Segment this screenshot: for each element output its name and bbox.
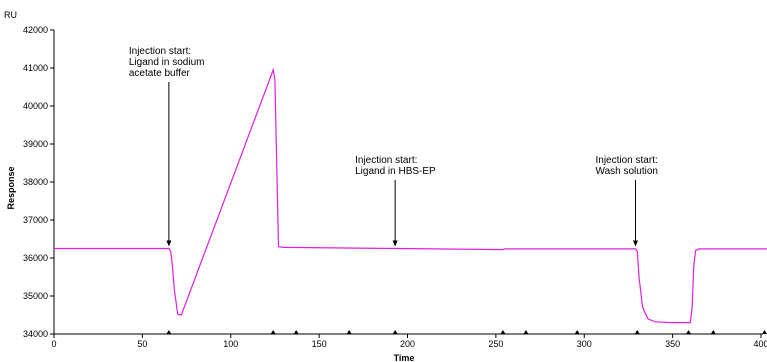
event-marker: [166, 330, 172, 334]
y-tick-label: 34000: [23, 329, 48, 339]
y-unit-label: RU: [4, 10, 17, 20]
annotation-text: Wash solution: [596, 166, 658, 177]
event-marker: [500, 330, 506, 334]
event-marker: [270, 330, 276, 334]
x-tick-label: 100: [223, 339, 238, 349]
annotation-arrow-head: [166, 240, 172, 247]
annotation-text: Injection start:: [596, 155, 658, 166]
y-axis-title: Response: [6, 166, 16, 209]
y-tick-label: 38000: [23, 177, 48, 187]
y-tick-label: 35000: [23, 291, 48, 301]
y-tick-label: 41000: [23, 63, 48, 73]
event-marker: [392, 330, 398, 334]
event-marker: [523, 330, 529, 334]
event-markers: [166, 330, 767, 334]
annotation-text: Ligand in HBS-EP: [355, 166, 436, 177]
annotation-text: Injection start:: [129, 46, 191, 57]
y-tick-label: 39000: [23, 139, 48, 149]
x-axis-title: Time: [394, 353, 415, 362]
y-tick-label: 36000: [23, 253, 48, 263]
annotation-text: Injection start:: [355, 155, 417, 166]
x-tick-label: 0: [51, 339, 56, 349]
axes: 34000 35000 36000 37000 38000 39000 40000 41000…: [23, 25, 767, 349]
annotation-text: Ligand in sodium: [129, 57, 205, 68]
event-marker: [762, 330, 767, 334]
annotation-text: acetate buffer: [129, 68, 191, 79]
response-line: [54, 67, 767, 324]
x-tick-label: 150: [312, 339, 327, 349]
event-marker: [293, 330, 299, 334]
event-marker: [346, 330, 352, 334]
x-tick-label: 200: [400, 339, 415, 349]
event-marker: [686, 330, 692, 334]
series-layer: [54, 67, 767, 324]
x-tick-label: 250: [488, 339, 503, 349]
annotations: Injection start:Ligand in sodiumacetate …: [129, 46, 658, 247]
annotation-arrow-head: [633, 240, 639, 247]
x-tick-label: 350: [665, 339, 680, 349]
event-marker: [574, 330, 580, 334]
annotation-arrow-head: [392, 240, 398, 247]
event-marker: [634, 330, 640, 334]
x-tick-label: 300: [577, 339, 592, 349]
x-tick-label: 400: [753, 339, 767, 349]
x-tick-label: 50: [137, 339, 147, 349]
event-marker: [710, 330, 716, 334]
y-tick-label: 37000: [23, 215, 48, 225]
y-tick-label: 40000: [23, 101, 48, 111]
y-tick-label: 42000: [23, 25, 48, 35]
